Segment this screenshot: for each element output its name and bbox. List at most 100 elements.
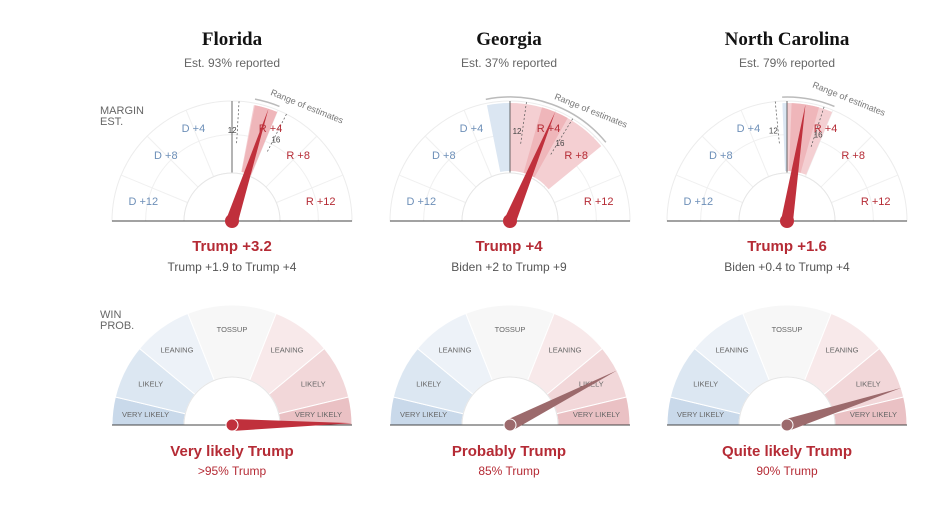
- margin-range-florida: Trump +1.9 to Trump +4: [167, 260, 297, 274]
- margin-spoke-florida-0: [120, 174, 188, 204]
- margin-needle-georgia: [504, 111, 556, 224]
- margin-tick-florida-2: D +4: [182, 123, 206, 135]
- margin-spoke-florida-5: [276, 174, 344, 204]
- inner-tick-georgia-1: 16: [556, 139, 565, 148]
- inner-tick-florida-0: 12: [228, 126, 237, 135]
- margin-label-line2: EST.: [100, 116, 124, 128]
- prob-zone-label-georgia-1: LIKELY: [416, 380, 441, 389]
- margin-range-arc-florida: [254, 98, 280, 108]
- prob-zone-label-georgia-3: TOSSUP: [495, 325, 526, 334]
- margin-tick-north-carolina-2: D +4: [737, 123, 761, 135]
- inner-tick-north-carolina-0: 12: [769, 126, 778, 135]
- prob-zone-label-north-carolina-5: LIKELY: [856, 380, 881, 389]
- margin-dashed-georgia-1: [550, 118, 573, 155]
- prob-needle-hub-florida: [225, 418, 239, 432]
- prob-zone-label-georgia-6: VERY LIKELY: [573, 410, 620, 419]
- margin-spoke-north-carolina-0: [675, 174, 743, 204]
- margin-tick-georgia-5: R +12: [584, 196, 614, 208]
- margin-label-line1: MARGIN: [100, 105, 144, 117]
- state-title-georgia: Georgia: [476, 29, 542, 50]
- margin-needle-florida: [226, 108, 269, 223]
- margin-headline-georgia: Trump +4: [475, 238, 543, 255]
- margin-tick-florida-5: R +12: [306, 196, 336, 208]
- prob-headline-florida: Very likely Trump: [170, 443, 294, 460]
- margin-tick-north-carolina-3: R +4: [814, 123, 838, 135]
- margin-row-label: MARGIN EST.: [100, 106, 160, 128]
- prob-zone-label-florida-2: LEANING: [161, 345, 194, 354]
- margin-range-north-carolina: Biden +0.4 to Trump +4: [724, 260, 850, 274]
- margin-tick-north-carolina-5: R +12: [861, 196, 891, 208]
- margin-needle-north-carolina: [781, 104, 806, 222]
- margin-range-georgia: Biden +2 to Trump +9: [451, 260, 567, 274]
- prob-needle-north-carolina: [785, 387, 902, 431]
- prob-zone-label-north-carolina-6: VERY LIKELY: [850, 410, 897, 419]
- margin-spoke-north-carolina-5: [831, 174, 899, 204]
- margin-spoke-georgia-1: [424, 135, 477, 188]
- margin-tick-north-carolina-1: D +8: [709, 150, 733, 162]
- prob-text-north-carolina: 90% Trump: [756, 464, 818, 478]
- margin-spoke-florida-4: [265, 135, 318, 188]
- margin-spoke-florida-2: [185, 109, 215, 177]
- margin-tick-florida-0: D +12: [128, 196, 158, 208]
- prob-zone-label-florida-0: VERY LIKELY: [122, 410, 169, 419]
- reported-north-carolina: Est. 79% reported: [738, 56, 836, 70]
- margin-range-arc-georgia: [485, 96, 607, 143]
- inner-tick-north-carolina-1: 16: [814, 130, 823, 139]
- reported-georgia: Est. 37% reported: [460, 56, 558, 70]
- prob-zone-label-georgia-0: VERY LIKELY: [400, 410, 447, 419]
- state-title-north-carolina: North Carolina: [724, 29, 850, 50]
- margin-dashed-florida-0: [236, 101, 240, 144]
- prob-text-georgia: 85% Trump: [478, 464, 540, 478]
- win-row-label: WIN PROB.: [100, 310, 160, 332]
- prob-headline-georgia: Probably Trump: [451, 443, 567, 460]
- prob-needle-hub-north-carolina: [780, 418, 794, 432]
- prob-headline-north-carolina: Quite likely Trump: [721, 443, 853, 460]
- prob-zone-label-florida-5: LIKELY: [301, 380, 326, 389]
- margin-tick-florida-3: R +4: [259, 123, 283, 135]
- prob-zone-label-north-carolina-2: LEANING: [716, 345, 749, 354]
- margin-tick-georgia-1: D +8: [432, 150, 456, 162]
- margin-dashed-florida-1: [267, 113, 287, 152]
- win-label-line2: PROB.: [100, 320, 135, 332]
- reported-florida: Est. 93% reported: [183, 56, 281, 70]
- prob-zone-label-florida-4: LEANING: [271, 345, 304, 354]
- margin-tick-north-carolina-0: D +12: [683, 196, 713, 208]
- margin-tick-georgia-0: D +12: [406, 196, 436, 208]
- prob-zone-label-north-carolina-3: TOSSUP: [772, 325, 803, 334]
- margin-spoke-north-carolina-4: [820, 135, 873, 188]
- margin-tick-georgia-4: R +8: [564, 150, 588, 162]
- prob-zone-label-north-carolina-4: LEANING: [826, 345, 859, 354]
- margin-tick-georgia-2: D +4: [460, 123, 484, 135]
- margin-spoke-north-carolina-1: [701, 135, 754, 188]
- prob-needle-hub-georgia: [503, 418, 517, 432]
- margin-spoke-florida-1: [146, 135, 199, 188]
- prob-zone-label-georgia-2: LEANING: [439, 345, 472, 354]
- margin-headline-north-carolina: Trump +1.6: [747, 238, 827, 255]
- margin-needle-hub-north-carolina: [780, 214, 794, 228]
- margin-needle-hub-florida: [225, 214, 239, 228]
- margin-range-dem-north-carolina: [782, 103, 787, 172]
- margin-tick-florida-1: D +8: [154, 150, 178, 162]
- margin-range-dem-georgia: [486, 103, 510, 172]
- margin-dashed-north-carolina-1: [810, 106, 825, 147]
- margin-spoke-georgia-5: [554, 174, 622, 204]
- margin-tick-florida-4: R +8: [286, 150, 310, 162]
- margin-range-arc-north-carolina: [782, 96, 835, 108]
- margin-dashed-georgia-0: [520, 102, 527, 144]
- state-title-florida: Florida: [201, 29, 263, 50]
- margin-headline-florida: Trump +3.2: [192, 238, 272, 255]
- prob-text-florida: >95% Trump: [197, 464, 267, 478]
- prob-zone-label-florida-6: VERY LIKELY: [295, 410, 342, 419]
- inner-tick-florida-1: 16: [271, 136, 280, 145]
- inner-tick-georgia-0: 12: [513, 127, 522, 136]
- margin-needle-hub-georgia: [503, 214, 517, 228]
- prob-zone-label-georgia-4: LEANING: [549, 345, 582, 354]
- margin-dashed-north-carolina-0: [774, 101, 780, 144]
- prob-needle-georgia: [507, 370, 617, 431]
- prob-needle-florida: [231, 419, 352, 431]
- prob-zone-label-north-carolina-1: LIKELY: [693, 380, 718, 389]
- prob-zone-label-north-carolina-0: VERY LIKELY: [677, 410, 724, 419]
- prob-zone-label-florida-1: LIKELY: [138, 380, 163, 389]
- win-label-line1: WIN: [100, 309, 122, 321]
